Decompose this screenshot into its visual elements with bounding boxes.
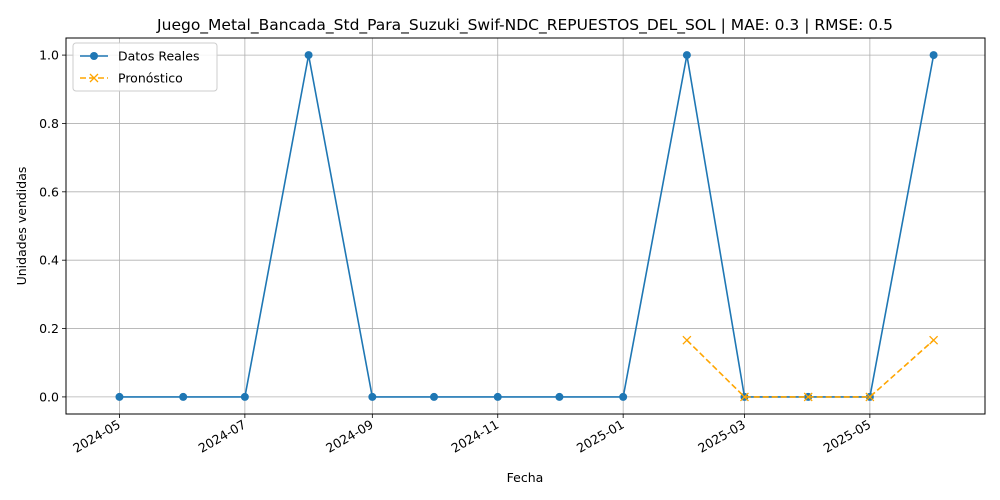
series-1 — [682, 335, 939, 402]
y-tick-label: 0.6 — [39, 184, 59, 199]
legend-box — [72, 42, 218, 92]
axes: 0.0 0.2 0.4 0.6 0.8 1.0 2024-05 2024-07 2024-09 2… — [39, 48, 873, 456]
legend-item: Pronóstico — [80, 71, 183, 86]
grid — [66, 38, 985, 414]
x-tick-label: 2024-07 — [196, 417, 249, 456]
data-point — [555, 392, 564, 401]
series-0 — [115, 51, 938, 401]
data-point — [929, 51, 938, 60]
y-tick-label: 0.8 — [39, 116, 59, 131]
plot-frame — [65, 37, 986, 415]
data-point — [739, 392, 749, 402]
data-point — [619, 392, 628, 401]
series-line — [686, 339, 935, 398]
y-tick-label: 0.4 — [39, 253, 59, 268]
x-tick-label: 2025-01 — [574, 417, 627, 456]
y-axis-label: Unidades vendidas — [14, 167, 29, 286]
x-tick-label: 2024-05 — [70, 417, 123, 456]
data-point — [304, 51, 313, 60]
chart-title: Juego_Metal_Bancada_Std_Para_Suzuki_Swif… — [156, 16, 893, 35]
legend-item: Datos Reales — [80, 49, 199, 64]
data-point — [430, 392, 439, 401]
data-point — [865, 392, 875, 402]
legend: Datos Reales Pronóstico — [72, 42, 218, 92]
legend-label: Datos Reales — [118, 49, 199, 64]
data-point — [368, 392, 377, 401]
data-point — [682, 335, 692, 345]
x-tick-label: 2024-11 — [449, 417, 502, 456]
legend-label: Pronóstico — [118, 71, 183, 86]
data-point — [240, 392, 249, 401]
data-point — [179, 392, 188, 401]
data-point — [929, 335, 939, 345]
y-tick-label: 1.0 — [39, 48, 59, 63]
data-point — [493, 392, 502, 401]
data-point — [803, 392, 813, 402]
x-tick-label: 2024-09 — [323, 417, 376, 456]
x-tick-label: 2025-05 — [821, 417, 874, 456]
x-tick-label: 2025-03 — [695, 417, 748, 456]
legend-marker — [90, 52, 98, 60]
legend-marker — [89, 73, 99, 83]
series-line — [119, 54, 935, 398]
y-tick-label: 0.0 — [39, 389, 59, 404]
y-tick-label: 0.2 — [39, 321, 59, 336]
x-axis-label: Fecha — [507, 470, 544, 485]
series-area — [115, 51, 939, 402]
data-point — [682, 51, 691, 60]
data-point — [115, 392, 124, 401]
